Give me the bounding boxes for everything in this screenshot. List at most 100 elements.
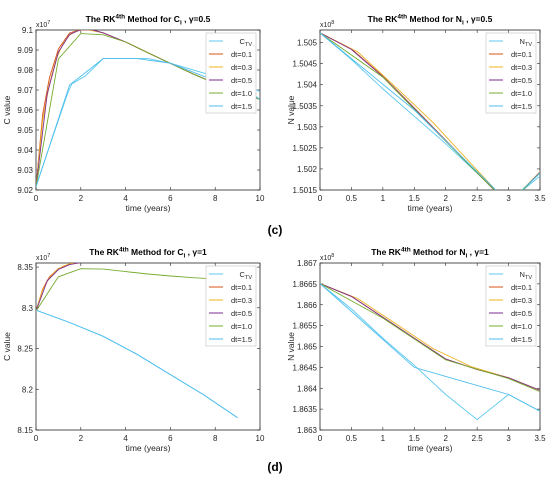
y-tick-label: 8.25 (17, 345, 33, 354)
axis-exponent: x107 (36, 253, 50, 262)
x-tick-label: 2 (443, 434, 448, 443)
y-tick-label: 9.06 (17, 106, 33, 115)
series-line-dt15 (36, 309, 238, 419)
chart-c-gamma-0-5: 0 2 4 6 8 10 9.02 9.03 9.04 9.05 9.06 9.07 9.08 9.09 9… (2, 14, 265, 214)
y-tick-label: 8.35 (17, 263, 33, 272)
y-tick-label: 1.8635 (293, 405, 318, 414)
x-tick-label: 1.5 (409, 194, 421, 203)
y-tick-label: 1.8665 (293, 280, 318, 289)
legend-label: dt=1.5 (511, 102, 532, 111)
series-line-dt05 (320, 32, 540, 190)
chart-title: The RK4th Method for Ni , γ=1 (371, 247, 489, 260)
series-line-dt05 (36, 263, 82, 312)
x-tick-label: 2.5 (472, 434, 484, 443)
y-axis-label: C value (2, 95, 12, 124)
x-tick-label: 3 (506, 434, 511, 443)
y-tick-label: 8.3 (22, 304, 34, 313)
x-tick-label: 1.5 (409, 434, 421, 443)
x-tick-label: 3.5 (534, 194, 546, 203)
x-tick-label: 0 (34, 194, 39, 203)
series-line-dt15 (320, 283, 540, 412)
y-tick-label: 1.863 (297, 426, 318, 435)
y-tick-label: 1.502 (297, 165, 318, 174)
series-group (320, 283, 540, 421)
legend-label: dt=0.5 (231, 76, 252, 85)
legend-label: dt=0.1 (231, 50, 252, 59)
y-tick-label: 1.5045 (293, 60, 318, 69)
legend-label: dt=0.1 (231, 283, 252, 292)
y-axis-label: N value (286, 332, 296, 361)
y-tick-label: 1.8655 (293, 322, 318, 331)
y-tick-label: 1.505 (297, 39, 318, 48)
legend-label: dt=0.3 (231, 63, 252, 72)
y-tick-label: 9.03 (17, 166, 33, 175)
x-tick-label: 6 (168, 194, 173, 203)
legend-box (205, 32, 257, 114)
legend-box (485, 265, 537, 347)
legend-label: CTV (240, 270, 253, 281)
panel-label-d: (d) (267, 460, 282, 474)
legend-label: dt=1.5 (231, 102, 252, 111)
series-line-dt03 (36, 263, 78, 312)
x-axis-label: time (years) (408, 443, 453, 453)
legend-label: dt=1.0 (231, 322, 252, 331)
y-tick-label: 1.5015 (293, 186, 318, 195)
x-tick-label: 2.5 (472, 194, 484, 203)
y-tick-label: 1.5035 (293, 102, 318, 111)
x-tick-label: 1 (381, 194, 386, 203)
x-tick-label: 4 (123, 434, 128, 443)
x-tick-label: 0.5 (346, 434, 358, 443)
x-tick-label: 10 (256, 194, 265, 203)
x-tick-label: 0 (318, 194, 323, 203)
series-line-dt10 (36, 268, 238, 312)
x-tick-label: 2 (443, 194, 448, 203)
series-line-dt15 (320, 32, 540, 190)
series-line-dt05 (320, 283, 540, 391)
y-tick-label: 1.864 (297, 384, 318, 393)
y-tick-label: 9.09 (17, 46, 33, 55)
y-tick-label: 9.05 (17, 126, 33, 135)
legend-label: dt=0.5 (511, 76, 532, 85)
legend-label: dt=0.5 (231, 309, 252, 318)
legend-label: dt=0.1 (511, 283, 532, 292)
y-tick-label: 9.02 (17, 186, 33, 195)
legend-label: dt=0.5 (511, 309, 532, 318)
y-tick-label: 1.865 (297, 343, 318, 352)
x-axis-label: time (years) (126, 203, 171, 213)
y-tick-label: 8.2 (22, 385, 34, 394)
y-tick-label: 9.07 (17, 86, 33, 95)
y-axis-label: N value (286, 95, 296, 124)
legend-label: dt=1.0 (231, 89, 252, 98)
x-tick-label: 1 (381, 434, 386, 443)
y-tick-label: 1.866 (297, 301, 318, 310)
x-tick-label: 0 (34, 434, 39, 443)
x-tick-label: 2 (79, 434, 84, 443)
y-tick-label: 9.08 (17, 66, 33, 75)
x-tick-label: 4 (123, 194, 128, 203)
legend-label: NTV (520, 37, 533, 48)
series-line-tv (320, 32, 540, 190)
legend-label: NTV (520, 270, 533, 281)
y-tick-label: 9.1 (22, 26, 34, 35)
series-line-dt10 (320, 283, 540, 393)
legend-box (485, 32, 537, 114)
x-tick-label: 2 (79, 194, 84, 203)
series-group (36, 263, 238, 419)
legend-label: dt=0.1 (511, 50, 532, 59)
series-line-tv (320, 283, 540, 421)
chart-title: The RK4th Method for Ni , γ=0.5 (368, 14, 493, 27)
series-line-dt03 (320, 32, 540, 190)
chart-title: The RK4th Method for Ci , γ=1 (89, 247, 207, 260)
y-tick-label: 1.8645 (293, 363, 318, 372)
legend-label: dt=1.0 (511, 89, 532, 98)
legend-label: dt=0.3 (511, 296, 532, 305)
y-tick-label: 1.504 (297, 81, 318, 90)
chart-title: The RK4th Method for Ci , γ=0.5 (86, 14, 211, 27)
y-tick-label: 1.503 (297, 123, 318, 132)
x-tick-label: 8 (213, 194, 218, 203)
y-tick-label: 8.15 (17, 426, 33, 435)
x-tick-label: 6 (168, 434, 173, 443)
x-tick-label: 3 (506, 194, 511, 203)
axis-exponent: x108 (320, 20, 334, 29)
